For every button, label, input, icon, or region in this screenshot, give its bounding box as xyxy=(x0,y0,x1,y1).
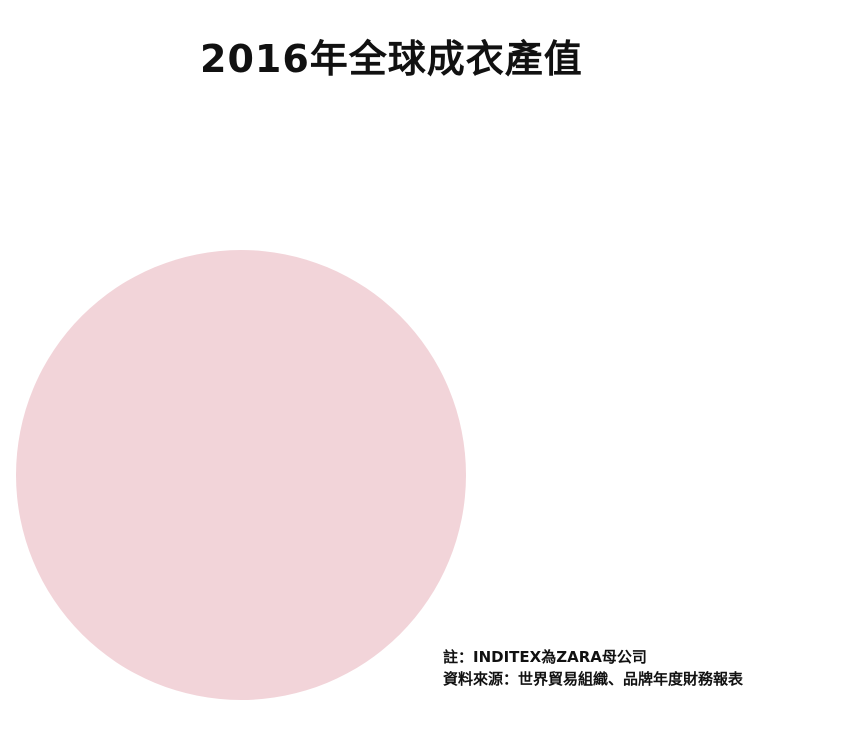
pie-slices xyxy=(16,250,466,700)
pie-slice-0 xyxy=(16,250,466,700)
source-note: 資料來源：世界貿易組織、品牌年度財務報表 xyxy=(443,670,744,688)
chart-title: 2016年全球成衣產值 xyxy=(200,37,583,81)
footnote: 註：INDITEX為ZARA母公司 xyxy=(443,648,647,666)
chart-notes: 註：INDITEX為ZARA母公司 資料來源：世界貿易組織、品牌年度財務報表 xyxy=(443,646,743,690)
